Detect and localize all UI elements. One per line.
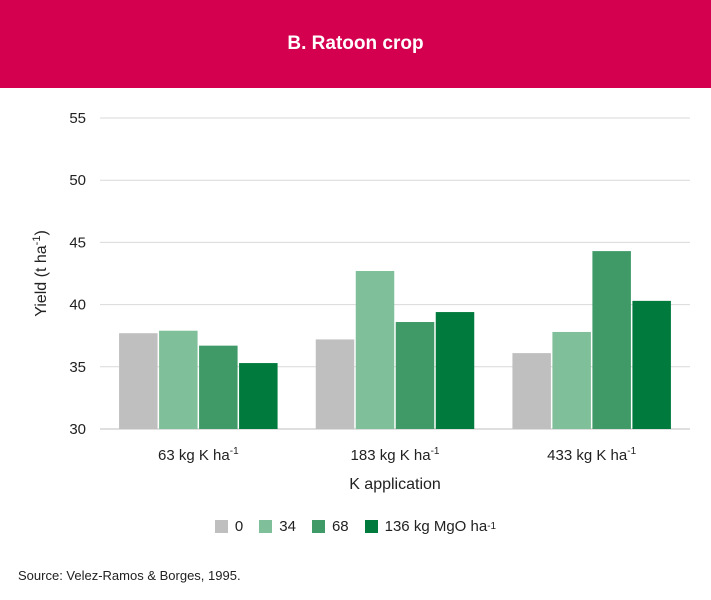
bar-34-cat3: [552, 331, 591, 429]
legend-item-3: 68: [311, 518, 349, 535]
bar-0-cat3: [512, 353, 551, 429]
x-category-label-2: 183 kg K ha-1: [351, 446, 440, 464]
chart-legend: 0 34 68 136 kg MgO ha -1: [0, 518, 711, 535]
y-tick-label-50: 50: [69, 172, 86, 189]
y-tick-label-55: 55: [69, 110, 86, 127]
bar-0-cat1: [119, 333, 158, 429]
bar-68-cat3: [592, 251, 631, 429]
bar-136-cat2: [435, 312, 475, 429]
y-axis-title: Yield (t ha-1): [31, 230, 50, 317]
bar-0-cat2: [315, 339, 355, 429]
x-axis-title: K application: [349, 476, 441, 493]
source-note: Source: Velez-Ramos & Borges, 1995.: [18, 568, 241, 583]
legend-swatch-3: [311, 520, 325, 533]
panel-header: B. Ratoon crop: [0, 0, 711, 88]
yield-bar-chart: 30 35 40 45 50 55 63 kg K ha-1 183 kg K ha-1 433…: [31, 110, 690, 493]
bar-136-cat3: [632, 300, 671, 429]
bar-34-cat2: [355, 271, 395, 429]
legend-label-sup-4: -1: [487, 521, 497, 532]
legend-label-4: 136 kg MgO ha: [384, 518, 488, 535]
panel-title: B. Ratoon crop: [287, 33, 424, 54]
legend-label-2: 34: [279, 518, 296, 535]
bar-136-cat1: [239, 363, 278, 429]
legend-swatch-4: [364, 520, 378, 533]
x-category-label-3: 433 kg K ha-1: [547, 446, 636, 464]
legend-swatch-1: [214, 520, 228, 533]
legend-swatch-2: [259, 520, 273, 533]
y-tick-label-40: 40: [69, 297, 86, 314]
legend-item-1: 0: [214, 518, 244, 535]
legend-item-2: 34: [259, 518, 296, 535]
y-tick-label-35: 35: [69, 359, 86, 376]
y-tick-label-45: 45: [69, 234, 86, 251]
legend-label-3: 68: [331, 518, 349, 535]
bar-68-cat2: [395, 322, 435, 429]
y-tick-label-30: 30: [69, 421, 86, 438]
x-category-label-1: 63 kg K ha-1: [158, 446, 239, 464]
bar-68-cat1: [199, 345, 238, 429]
legend-label-1: 0: [234, 518, 244, 535]
bar-34-cat1: [159, 330, 198, 429]
legend-item-4: 136 kg MgO ha -1: [364, 518, 497, 535]
